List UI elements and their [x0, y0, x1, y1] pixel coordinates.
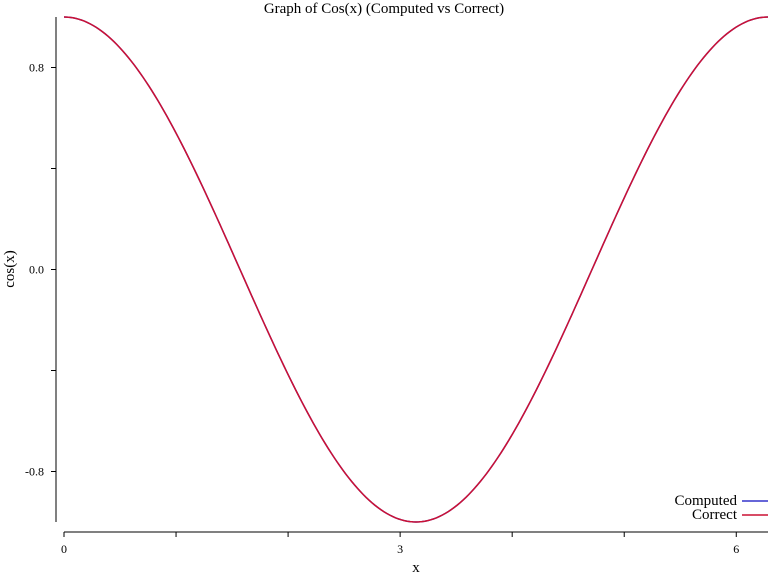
x-axis-ticks: 0 3 6 — [61, 532, 739, 556]
x-axis-label: x — [412, 560, 420, 576]
legend-label-computed: Computed — [675, 493, 738, 509]
series-line-computed — [63, 16, 768, 523]
y-tick-label: 0.0 — [29, 263, 44, 277]
y-tick-label: 0.8 — [29, 61, 44, 75]
series-layer — [63, 16, 768, 523]
y-axis-ticks: 0.8 0.0 -0.8 — [25, 61, 56, 479]
y-tick-label: -0.8 — [25, 465, 44, 479]
x-tick-label: 6 — [733, 542, 739, 556]
legend: Computed Correct — [675, 493, 768, 523]
x-tick-label: 0 — [61, 542, 67, 556]
series-line-correct — [63, 16, 768, 523]
y-axis-label: cos(x) — [2, 250, 18, 288]
chart-title: Graph of Cos(x) (Computed vs Correct) — [264, 1, 504, 17]
x-tick-label: 3 — [397, 542, 403, 556]
legend-label-correct: Correct — [692, 507, 738, 523]
